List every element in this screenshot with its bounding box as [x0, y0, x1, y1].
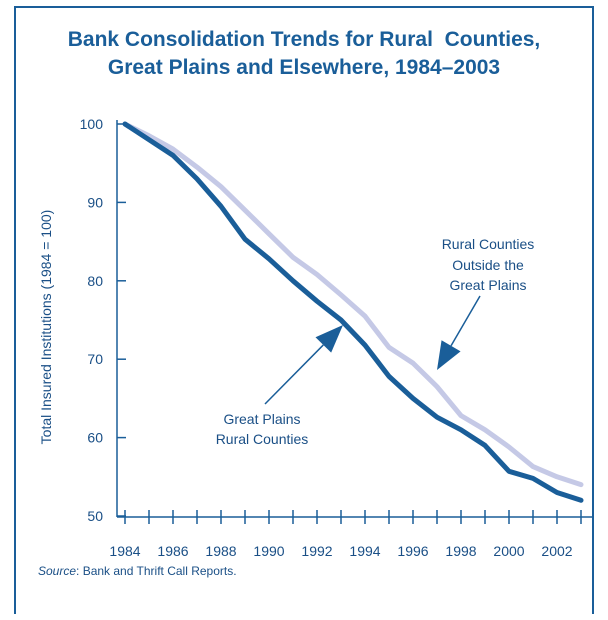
chart-title: Bank Consolidation Trends for Rural Coun…	[0, 26, 608, 82]
annotation-outside-line: Great Plains	[449, 277, 526, 293]
x-tick-label: 1994	[349, 543, 380, 559]
x-tick-label: 2000	[493, 543, 524, 559]
arrow-shaft	[264, 344, 324, 405]
arrow-shaft	[450, 295, 481, 347]
annotation-outside-line: Rural Counties	[442, 236, 535, 252]
source-label: Source	[38, 564, 77, 578]
series-layer	[122, 121, 584, 503]
axes: 50 60 70 80 90 100 1984 1986 1988 1990 1992 1994 199…	[80, 116, 592, 559]
chart-title-line-1: Bank Consolidation Trends for Rural Coun…	[67, 28, 541, 51]
arrow-head	[315, 325, 343, 353]
series-line-2	[122, 121, 584, 503]
x-tick-label: 1998	[445, 543, 476, 559]
x-tick-label: 1990	[253, 543, 284, 559]
x-tick-label: 1996	[397, 543, 428, 559]
x-tick-label: 1992	[301, 543, 332, 559]
arrow-outside	[437, 295, 481, 370]
annotation-great-plains-line: Rural Counties	[216, 431, 309, 447]
arrow-head	[437, 340, 461, 370]
annotation-layer: Rural Counties Outside the Great Plains Gre…	[216, 236, 535, 447]
chart-frame	[14, 6, 594, 614]
x-tick-label: 1984	[109, 543, 140, 559]
source-note: Source: Bank and Thrift Call Reports.	[38, 564, 237, 578]
x-tick-label: 1988	[205, 543, 236, 559]
y-tick-label: 60	[87, 430, 103, 446]
y-tick-label: 90	[87, 194, 103, 210]
y-tick-label: 70	[87, 351, 103, 367]
annotation-outside-line: Outside the	[452, 257, 524, 273]
source-text: : Bank and Thrift Call Reports.	[76, 564, 237, 578]
arrow-great-plains	[264, 325, 343, 405]
chart-title-line-2: Great Plains and Elsewhere, 1984–2003	[107, 56, 501, 79]
x-tick-label: 1986	[157, 543, 188, 559]
annotation-great-plains-line: Great Plains	[223, 411, 300, 427]
y-tick-label: 80	[87, 273, 103, 289]
x-tick-label: 2002	[541, 543, 572, 559]
y-tick-label: 50	[87, 508, 103, 524]
y-tick-label: 100	[80, 116, 104, 132]
series-line-1	[122, 121, 584, 488]
y-axis-title: Total Insured Institutions (1984 = 100)	[38, 210, 54, 445]
